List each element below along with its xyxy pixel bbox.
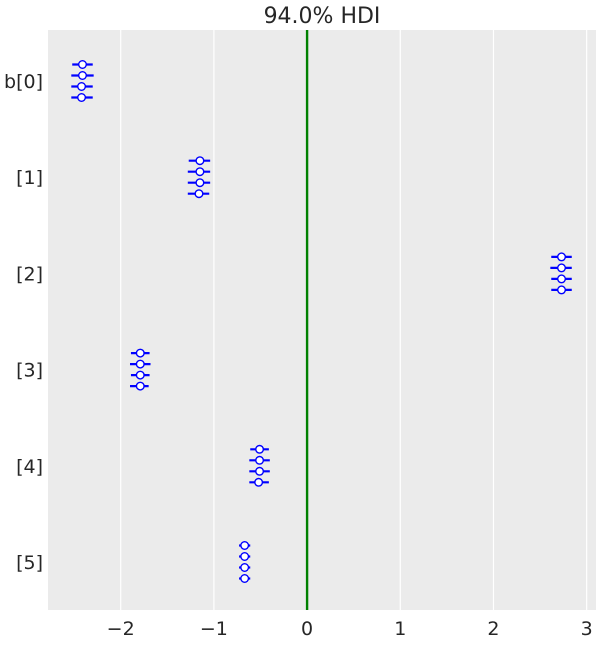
chart-title: 94.0% HDI (264, 4, 381, 29)
mean-point (195, 167, 205, 177)
mean-point (255, 466, 265, 476)
mean-point (557, 274, 567, 284)
x-tick-label: 2 (487, 618, 499, 640)
mean-point (557, 285, 567, 295)
y-tick-label: [3] (16, 360, 43, 382)
mean-point (135, 348, 145, 358)
y-tick-label: b[0] (4, 71, 43, 93)
mean-point (77, 60, 87, 70)
mean-point (254, 477, 264, 487)
x-tick-label: 3 (581, 618, 593, 640)
x-tick-label: 1 (394, 618, 406, 640)
mean-point (135, 381, 145, 391)
mean-point (255, 444, 265, 454)
mean-point (557, 263, 567, 273)
x-tick-label: −1 (200, 618, 228, 640)
hdi-marks (71, 60, 572, 584)
y-tick-label: [4] (16, 456, 43, 478)
y-tick-label: [2] (16, 263, 43, 285)
y-tick-labels: b[0] [1] [2] [3] [4] [5] (4, 71, 43, 574)
mean-point (135, 370, 145, 380)
mean-point (194, 189, 204, 199)
mean-point (557, 252, 567, 262)
mean-point (77, 70, 87, 80)
mean-point (240, 541, 250, 551)
mean-point (240, 563, 250, 573)
mean-point (255, 455, 265, 465)
y-tick-label: [1] (16, 167, 43, 189)
mean-point (135, 359, 145, 369)
mean-point (77, 81, 87, 91)
y-tick-label: [5] (16, 552, 43, 574)
x-tick-labels: −2 −1 0 1 2 3 (107, 618, 593, 640)
mean-point (77, 92, 87, 102)
x-tick-label: −2 (107, 618, 135, 640)
mean-point (195, 178, 205, 188)
plot-background (48, 30, 596, 610)
mean-point (195, 156, 205, 166)
x-tick-label: 0 (301, 618, 313, 640)
mean-point (240, 574, 250, 584)
mean-point (240, 552, 250, 562)
